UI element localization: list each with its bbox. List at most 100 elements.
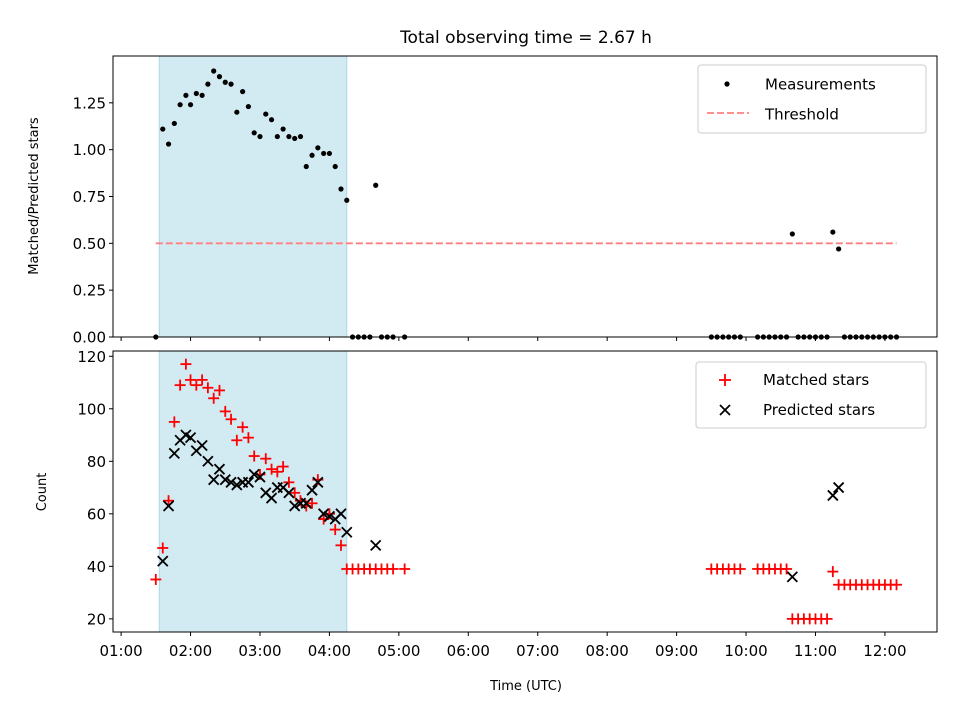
matched-star-point — [150, 573, 162, 585]
predicted-star-point — [306, 484, 318, 496]
measurement-point — [332, 163, 338, 170]
predicted-star-point — [300, 497, 312, 509]
legend-box — [695, 361, 927, 429]
measurement-point — [326, 150, 333, 157]
x-tick-label: 01:00 — [99, 642, 142, 660]
measurement-point — [373, 182, 379, 188]
matched-star-point — [163, 495, 175, 507]
x-axis-label: Time (UTC) — [489, 679, 562, 694]
predicted-stars-legend-marker — [719, 404, 731, 416]
matched-star-point — [248, 450, 260, 462]
measurement-point — [177, 102, 183, 108]
x-tick-label: 07:00 — [516, 642, 559, 660]
measurement-point — [245, 103, 252, 110]
legend-label-matched-stars: Matched stars — [763, 371, 869, 389]
x-tick-label: 03:00 — [238, 642, 281, 660]
measurement-point — [789, 231, 795, 237]
predicted-star-point — [341, 526, 353, 538]
predicted-star-point — [202, 455, 214, 467]
predicted-star-point — [254, 471, 266, 483]
measurements-legend-marker — [724, 81, 730, 87]
y-tick-label: 120 — [77, 348, 106, 366]
measurement-point — [286, 133, 292, 140]
legend-label-threshold: Threshold — [764, 106, 839, 124]
x-tick-label: 08:00 — [586, 642, 629, 660]
predicted-star-point — [225, 476, 237, 488]
predicted-star-point — [283, 487, 295, 499]
measurement-point — [315, 145, 321, 151]
y-tick-label: 20 — [87, 610, 106, 628]
matched-star-point — [271, 466, 283, 478]
predicted-star-point — [832, 481, 845, 494]
matched-star-point — [185, 374, 197, 386]
measurement-point — [205, 81, 211, 87]
predicted-star-point — [162, 500, 175, 512]
predicted-star-point — [219, 474, 231, 486]
matched-star-point — [213, 384, 225, 396]
predicted-star-point — [231, 479, 243, 491]
y-tick-label: 1.00 — [73, 141, 106, 159]
legend-box — [697, 64, 927, 134]
measurement-point — [836, 246, 842, 252]
measurement-point — [193, 90, 199, 97]
measurement-point — [171, 120, 177, 127]
matched-star-point — [237, 421, 249, 433]
predicted-star-point — [786, 571, 798, 583]
ratio-plot-panel: 0.00 0.25 0.50 0.75 1.00 1.25 Total observing… — [27, 28, 938, 347]
x-tick-label: 12:00 — [863, 642, 906, 660]
matched-star-point — [260, 453, 272, 465]
predicted-star-point — [157, 555, 169, 567]
matched-star-point — [225, 413, 237, 425]
matched-star-point — [208, 392, 220, 404]
x-tick-label: 02:00 — [169, 642, 212, 660]
matched-star-point — [827, 566, 839, 578]
y-tick-label: 60 — [87, 505, 106, 523]
x-tick-label: 09:00 — [655, 642, 698, 660]
matched-star-point — [202, 382, 214, 394]
predicted-star-point — [317, 508, 330, 520]
chart-title: Total observing time = 2.67 h — [399, 28, 652, 48]
measurement-point — [280, 126, 286, 132]
matched-star-point — [335, 539, 347, 551]
y-axis-ticks: 0.00 0.25 0.50 0.75 1.00 1.25 — [73, 94, 113, 347]
measurement-point — [344, 197, 350, 203]
measurement-point — [187, 102, 194, 108]
matched-star-point — [821, 613, 833, 625]
x-axis-ticks: 01:00 02:00 03:00 04:00 05:00 06:00 07:00 08:00… — [99, 632, 907, 660]
matched-star-point — [399, 563, 411, 575]
matched-star-point — [157, 542, 169, 554]
matched-star-point — [329, 524, 341, 536]
measurement-point — [222, 79, 228, 85]
matched-star-point — [196, 374, 208, 386]
matched-star-point — [277, 461, 289, 473]
count-plot-panel: 20 40 60 80 100 120 01:00 02:00 03:00 04:00 05:00… — [35, 348, 938, 694]
measurement-point — [251, 130, 257, 136]
matched-star-point — [289, 487, 301, 499]
matched-star-point — [781, 563, 793, 575]
matched-star-point — [168, 416, 180, 428]
measurement-point — [274, 133, 280, 140]
legend-label-predicted-stars: Predicted stars — [763, 401, 875, 419]
matched-star-point — [174, 379, 186, 391]
predicted-star-point — [168, 447, 180, 460]
predicted-star-point — [242, 476, 255, 488]
measurement-point — [183, 92, 189, 98]
measurement-point — [338, 186, 344, 192]
y-tick-label: 0.75 — [73, 188, 106, 206]
observing-window-span — [158, 55, 348, 338]
observing-window-span — [158, 350, 348, 633]
predicted-stars-points — [157, 429, 845, 583]
predicted-star-point — [370, 539, 382, 551]
predicted-star-point — [289, 500, 301, 512]
x-tick-label: 04:00 — [308, 642, 351, 660]
matched-star-point — [266, 463, 278, 475]
measurement-point — [211, 68, 217, 74]
measurement-point — [165, 141, 172, 147]
predicted-star-point — [335, 508, 347, 520]
matched-star-point — [190, 379, 202, 391]
predicted-star-point — [827, 489, 839, 502]
measurement-point — [297, 133, 304, 140]
predicted-star-point — [184, 432, 197, 444]
y-tick-label: 0.25 — [73, 282, 106, 300]
